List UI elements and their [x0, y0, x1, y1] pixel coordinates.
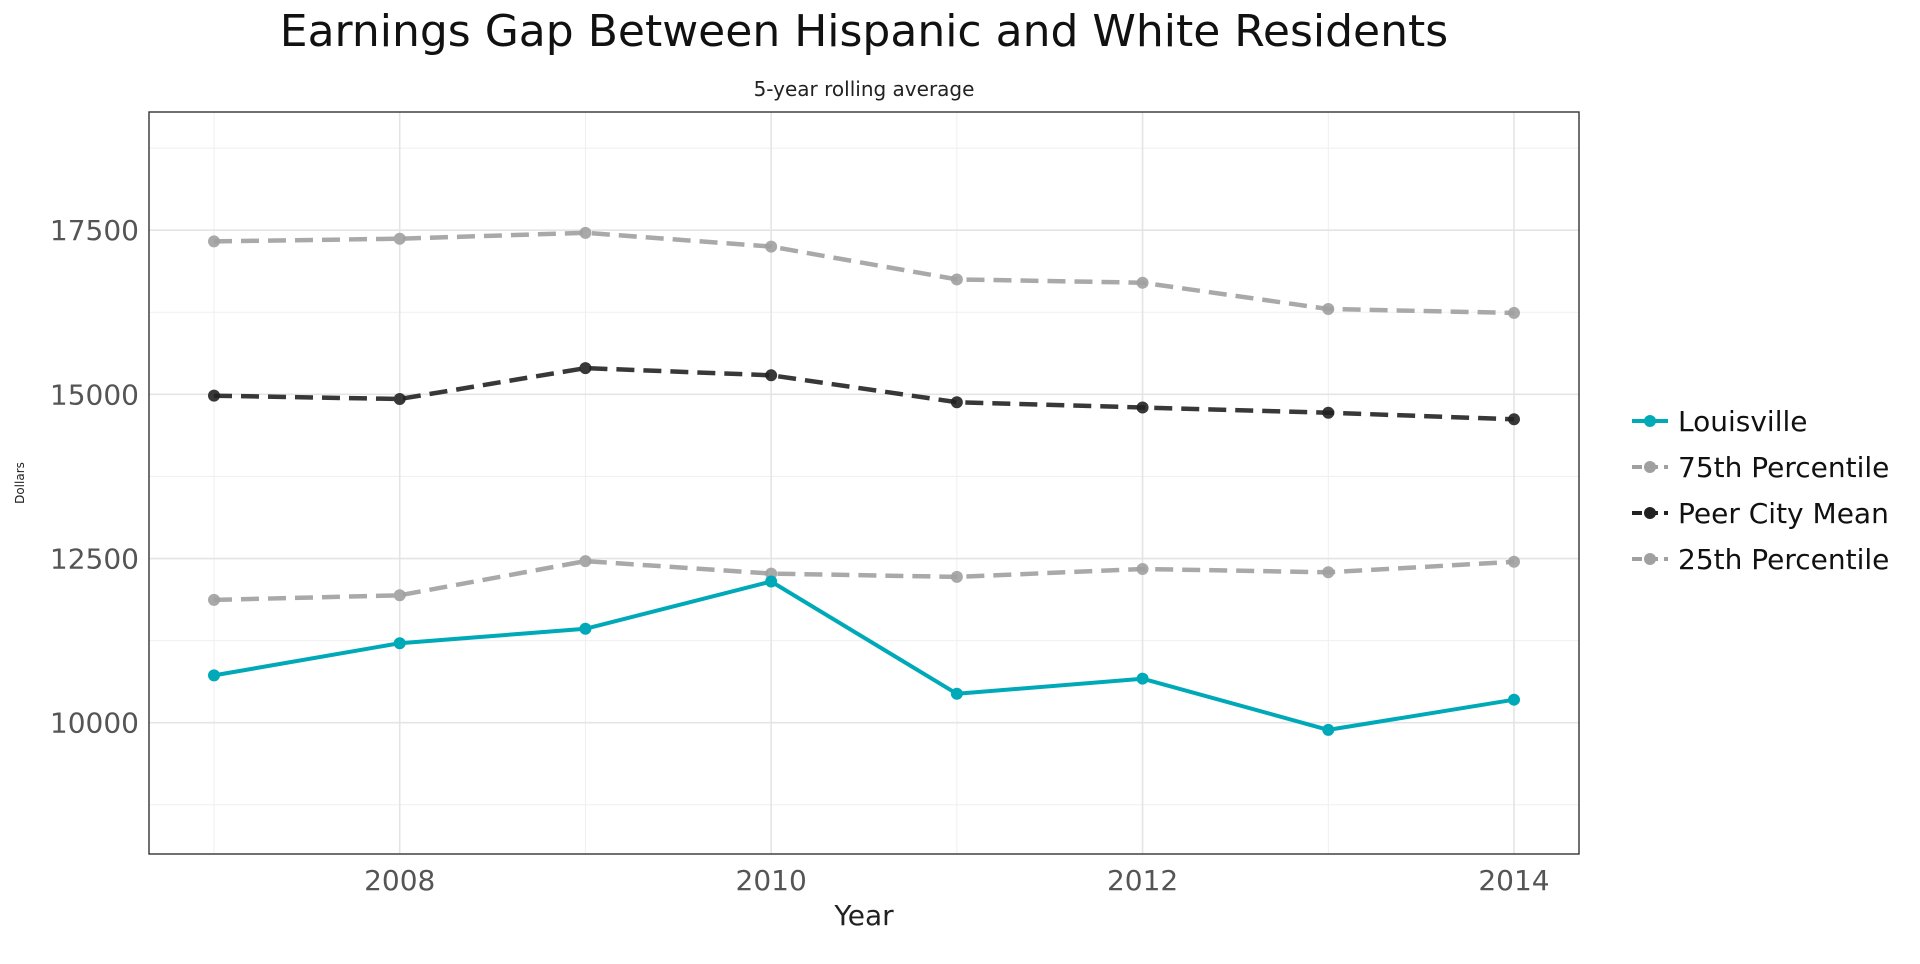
data-point-25th-percentile: [393, 589, 406, 602]
chart-title: Earnings Gap Between Hispanic and White …: [280, 6, 1448, 57]
data-point-peer-city-mean: [765, 369, 778, 382]
data-point-louisville: [579, 622, 592, 635]
x-tick-label: 2008: [364, 864, 435, 897]
data-point-peer-city-mean: [1136, 401, 1149, 414]
legend-key-point-louisville: [1644, 415, 1656, 427]
data-point-louisville: [1322, 723, 1335, 736]
y-tick-label: 15000: [50, 378, 139, 411]
legend-label-louisville: Louisville: [1678, 405, 1808, 438]
data-point-75th-percentile: [393, 232, 406, 245]
legend-key-point-75th-percentile: [1644, 461, 1656, 473]
y-tick-label: 12500: [50, 543, 139, 576]
data-point-25th-percentile: [208, 593, 220, 606]
y-tick-label: 17500: [50, 214, 139, 247]
legend-label-75th-percentile: 75th Percentile: [1678, 451, 1889, 484]
series-line-louisville: [213, 579, 1515, 732]
data-point-peer-city-mean: [393, 392, 406, 405]
data-point-peer-city-mean: [208, 389, 220, 402]
series-line-75th-percentile: [213, 230, 1515, 316]
x-tick-label: 2014: [1478, 864, 1549, 897]
y-axis-label: Dollars: [13, 462, 27, 504]
legend-key-point-25th-percentile: [1644, 553, 1656, 565]
data-point-louisville: [950, 687, 963, 700]
data-point-25th-percentile: [1322, 566, 1335, 579]
data-point-25th-percentile: [579, 555, 592, 568]
data-point-25th-percentile: [1508, 555, 1520, 568]
data-point-75th-percentile: [950, 273, 963, 286]
data-point-75th-percentile: [1322, 302, 1335, 315]
data-point-75th-percentile: [579, 226, 592, 239]
plot-area: 10000 12500 15000 17500 2008 2010 2012 2014: [50, 111, 1580, 897]
data-point-75th-percentile: [1508, 306, 1520, 319]
data-point-peer-city-mean: [1322, 406, 1335, 419]
plot-border: [148, 111, 1580, 855]
data-point-75th-percentile: [765, 240, 778, 253]
data-point-louisville: [1508, 693, 1520, 706]
data-point-25th-percentile: [950, 570, 963, 583]
chart-subtitle: 5-year rolling average: [754, 77, 975, 101]
data-point-louisville: [1136, 672, 1149, 685]
data-point-peer-city-mean: [579, 362, 592, 375]
x-tick-label: 2010: [736, 864, 807, 897]
legend-label-25th-percentile: 25th Percentile: [1678, 543, 1889, 576]
x-axis-label: Year: [833, 899, 894, 932]
legend-label-peer-city-mean: Peer City Mean: [1678, 497, 1889, 530]
x-tick-label: 2012: [1107, 864, 1178, 897]
series-line-25th-percentile: [213, 558, 1515, 603]
data-point-25th-percentile: [1136, 563, 1149, 576]
series-line-peer-city-mean: [213, 365, 1515, 422]
data-point-louisville: [765, 575, 778, 588]
legend: Louisville 75th Percentile Peer City Mean 2…: [1632, 405, 1889, 576]
data-point-peer-city-mean: [1508, 413, 1520, 426]
data-point-louisville: [208, 669, 220, 682]
y-tick-label: 10000: [50, 707, 139, 740]
data-point-peer-city-mean: [950, 396, 963, 409]
data-point-louisville: [393, 637, 406, 650]
data-point-75th-percentile: [208, 235, 220, 248]
data-point-75th-percentile: [1136, 276, 1149, 289]
legend-key-point-peer-city-mean: [1644, 507, 1656, 519]
